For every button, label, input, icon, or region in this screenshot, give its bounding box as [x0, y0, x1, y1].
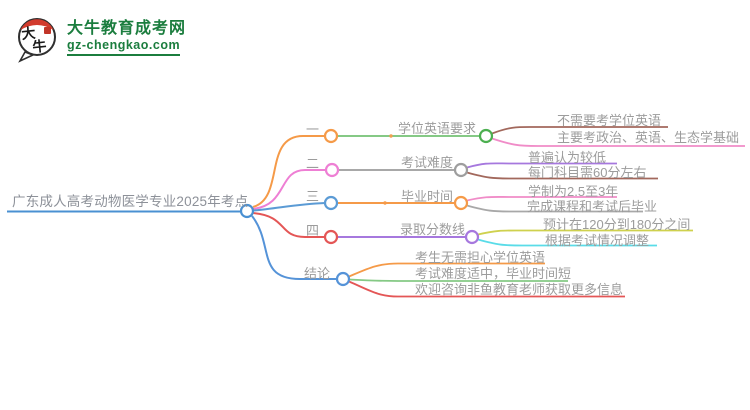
child-2a-label: 普遍认为较低: [528, 150, 607, 165]
root-topic-label: 广东成人高考动物医学专业2025年考点: [12, 194, 249, 209]
branch-3-index-label: 三: [306, 189, 320, 204]
child-3a-line: [466, 196, 617, 202]
branch-2-curve: [252, 169, 326, 210]
child-5c-label: 欢迎咨询非鱼教育老师获取更多信息: [415, 282, 624, 297]
child-4b-label: 根据考试情况调整: [545, 233, 650, 248]
topic-2-label: 考试难度: [401, 155, 454, 170]
branch-1-node-circle: [323, 128, 339, 144]
conclusion-node-circle: [335, 271, 351, 287]
cow-logo-icon: 大 牛: [18, 18, 56, 63]
child-3b-line: [466, 204, 643, 213]
logo-text-block: 大牛教育成考网 gz-chengkao.com: [67, 19, 186, 56]
child-4a-label: 预计在120分到180分之间: [543, 217, 691, 232]
site-url[interactable]: gz-chengkao.com: [67, 38, 181, 56]
topic-3-label: 毕业时间: [401, 189, 454, 204]
branch-3-curve: [253, 202, 326, 212]
branch-2-index-label: 二: [306, 156, 320, 171]
branch-3-node-circle: [323, 195, 339, 211]
branch-4-node-circle: [323, 229, 339, 245]
conclusion-index-label: 结论: [304, 266, 331, 281]
topic-4-label: 录取分数线: [400, 222, 466, 237]
child-1a-line: [491, 126, 668, 135]
branch-1-curve: [252, 135, 325, 208]
branch-2-node-circle: [324, 162, 340, 178]
child-3a-label: 学制为2.5至3年: [528, 184, 619, 199]
topic-2-node-circle: [453, 162, 469, 178]
branch-4-index-label: 四: [306, 223, 320, 238]
child-2b-label: 每门科目需60分左右: [528, 165, 647, 180]
child-4b-line: [477, 238, 657, 247]
child-5a-label: 考生无需担心学位英语: [415, 250, 546, 265]
topic-1-node-circle: [478, 128, 494, 144]
logo-char-da: 大: [21, 25, 37, 42]
child-2a-line: [466, 162, 617, 169]
topic-1-label: 学位英语要求: [398, 121, 477, 136]
child-5b-line: [348, 278, 568, 282]
logo-red-arc: [20, 19, 54, 30]
child-5b-label: 考试难度适中，毕业时间短: [415, 266, 572, 281]
child-4a-line: [477, 229, 693, 236]
child-3b-label: 完成课程和考试后毕业: [527, 199, 658, 214]
child-1b-line: [491, 137, 745, 147]
branch-1-index-label: 一: [306, 122, 320, 137]
child-1a-label: 不需要考学位英语: [557, 113, 662, 128]
site-logo[interactable]: 大 牛 大牛教育成考网 gz-chengkao.com: [13, 11, 186, 63]
child-5c-line: [348, 280, 625, 298]
logo-seal: [44, 27, 51, 34]
line-marker-dot: [389, 134, 393, 138]
child-1b-label: 主要考政治、英语、生态学基础: [557, 130, 740, 145]
topic-3-node-circle: [453, 195, 469, 211]
child-2b-line: [466, 171, 658, 180]
site-name: 大牛教育成考网: [67, 19, 187, 37]
topic-4-node-circle: [464, 229, 480, 245]
branch-conclusion-curve: [251, 215, 337, 280]
branch-4-curve: [252, 212, 325, 238]
child-5a-line: [348, 262, 545, 278]
root-node-circle: [239, 203, 255, 219]
line-marker-dot: [383, 201, 387, 205]
logo-char-niu: 牛: [32, 38, 48, 55]
